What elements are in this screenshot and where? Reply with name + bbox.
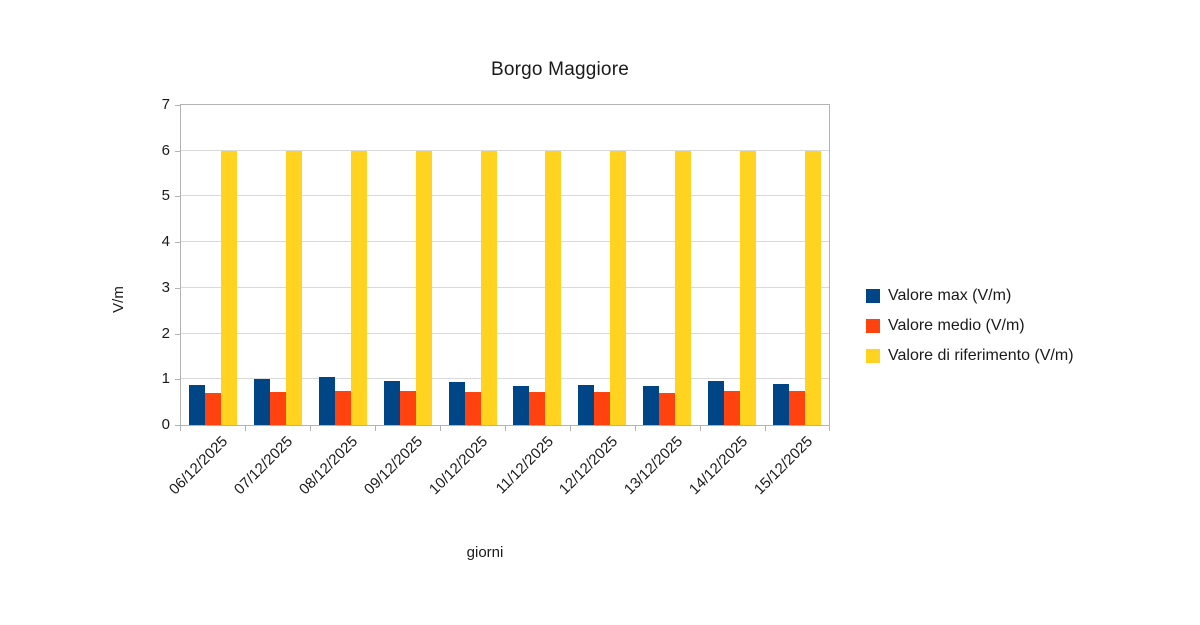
bar-valore-riferimento — [610, 151, 626, 425]
bar-valore-medio — [659, 393, 675, 425]
y-axis-tick-label: 0 — [161, 416, 170, 433]
legend-label: Valore max (V/m) — [888, 287, 1012, 304]
bar-valore-max — [773, 384, 789, 425]
x-axis-tick-label: 06/12/2025 — [166, 433, 232, 499]
bar-valore-riferimento — [351, 151, 367, 425]
bar-valore-medio — [465, 392, 481, 425]
x-axis-tick-mark — [440, 426, 441, 431]
bar-valore-medio — [724, 391, 740, 425]
x-axis-tick-label: 13/12/2025 — [621, 433, 687, 499]
y-axis-tick-label: 1 — [161, 370, 170, 387]
x-axis-tick-mark — [375, 426, 376, 431]
plot-area — [180, 104, 830, 426]
y-axis-tick-label: 6 — [161, 142, 170, 159]
x-axis-tick-label: 14/12/2025 — [686, 433, 752, 499]
x-axis-tick-mark — [829, 426, 830, 431]
gridline — [181, 378, 829, 379]
x-axis-tick-mark — [765, 426, 766, 431]
bar-valore-max — [708, 381, 724, 425]
x-axis-tick-label: 11/12/2025 — [492, 433, 557, 498]
x-axis-title: giorni — [466, 544, 504, 561]
gridline — [181, 287, 829, 288]
y-axis-tick-mark — [175, 425, 180, 426]
bar-valore-medio — [205, 393, 221, 425]
gridline — [181, 333, 829, 334]
y-axis-tick-label: 7 — [161, 96, 170, 113]
x-axis-tick-mark — [180, 426, 181, 431]
x-axis-tick-mark — [505, 426, 506, 431]
legend-label: Valore medio (V/m) — [888, 317, 1025, 334]
y-axis-tick-mark — [175, 151, 180, 152]
x-axis-tick-mark — [310, 426, 311, 431]
bar-valore-max — [578, 385, 594, 425]
y-axis-tick-label: 2 — [161, 325, 170, 342]
y-axis-tick-mark — [175, 242, 180, 243]
y-axis-title: V/m — [109, 286, 127, 313]
legend: Valore max (V/m) Valore medio (V/m) Valore… — [866, 281, 1074, 371]
bar-valore-max — [449, 382, 465, 425]
legend-label: Valore di riferimento (V/m) — [888, 347, 1074, 364]
x-axis-tick-label: 08/12/2025 — [296, 433, 362, 499]
bar-valore-max — [513, 386, 529, 425]
y-axis-tick-mark — [175, 379, 180, 380]
bar-valore-medio — [335, 391, 351, 425]
y-axis-tick-mark — [175, 288, 180, 289]
bar-valore-medio — [270, 392, 286, 425]
y-axis-tick-label: 5 — [161, 187, 170, 204]
x-axis-tick-label: 09/12/2025 — [361, 433, 427, 499]
legend-swatch-icon — [866, 289, 880, 303]
bar-valore-riferimento — [221, 151, 237, 425]
bar-valore-max — [384, 381, 400, 425]
bar-valore-max — [319, 377, 335, 425]
x-axis-tick-mark — [635, 426, 636, 431]
gridline — [181, 150, 829, 151]
y-axis-tick-label: 4 — [161, 233, 170, 250]
bar-valore-medio — [789, 391, 805, 425]
bar-valore-riferimento — [286, 151, 302, 425]
bar-valore-medio — [594, 392, 610, 425]
chart-title: Borgo Maggiore — [491, 59, 629, 80]
legend-item-valore-medio: Valore medio (V/m) — [866, 311, 1074, 341]
x-axis-tick-label: 10/12/2025 — [426, 433, 492, 499]
x-axis-tick-mark — [700, 426, 701, 431]
bar-valore-riferimento — [481, 151, 497, 425]
y-axis-tick-mark — [175, 105, 180, 106]
bar-valore-riferimento — [740, 151, 756, 425]
x-axis-tick-label: 12/12/2025 — [556, 433, 622, 499]
bar-valore-max — [643, 386, 659, 425]
legend-swatch-icon — [866, 349, 880, 363]
bar-valore-max — [189, 385, 205, 425]
x-axis-tick-label: 07/12/2025 — [231, 433, 297, 499]
bar-valore-riferimento — [416, 151, 432, 425]
bar-valore-medio — [529, 392, 545, 425]
bar-valore-max — [254, 379, 270, 425]
bar-valore-riferimento — [545, 151, 561, 425]
legend-item-valore-riferimento: Valore di riferimento (V/m) — [866, 341, 1074, 371]
x-axis-tick-mark — [245, 426, 246, 431]
y-axis-tick-label: 3 — [161, 279, 170, 296]
y-axis-tick-mark — [175, 196, 180, 197]
bar-valore-riferimento — [675, 151, 691, 425]
bar-valore-medio — [400, 391, 416, 425]
bar-valore-riferimento — [805, 151, 821, 425]
legend-item-valore-max: Valore max (V/m) — [866, 281, 1074, 311]
y-axis-tick-mark — [175, 334, 180, 335]
legend-swatch-icon — [866, 319, 880, 333]
gridline — [181, 241, 829, 242]
gridline — [181, 195, 829, 196]
x-axis-tick-label: 15/12/2025 — [751, 433, 817, 499]
x-axis-tick-mark — [570, 426, 571, 431]
